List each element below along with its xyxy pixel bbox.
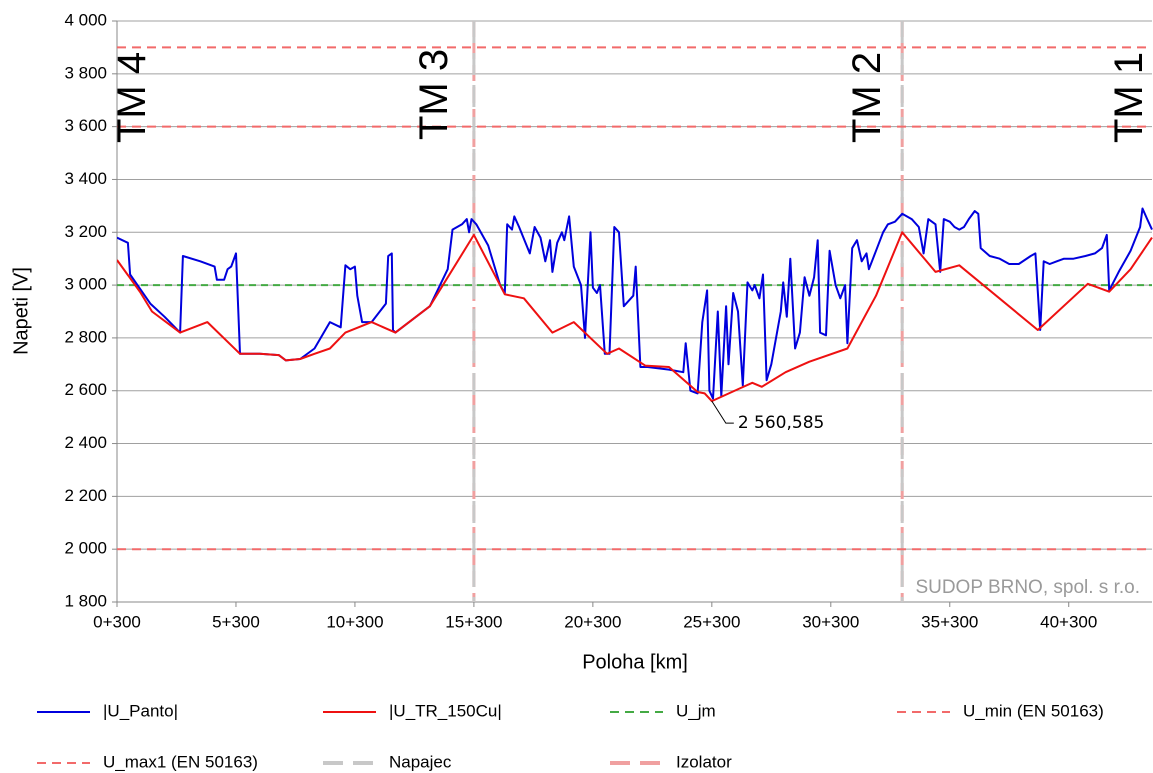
y-tick-label: 2 600: [64, 380, 107, 399]
x-tick-label: 5+300: [212, 612, 260, 631]
legend-label: |U_TR_150Cu|: [389, 701, 502, 720]
data-label: 2 560,585: [738, 413, 825, 433]
y-tick-label: 3 400: [64, 169, 107, 188]
watermark: SUDOP BRNO, spol. s r.o.: [915, 577, 1140, 598]
x-tick-label: 0+300: [93, 612, 141, 631]
legend-label: U_min (EN 50163): [963, 701, 1104, 720]
x-tick-label: 35+300: [921, 612, 978, 631]
station-label: TM 4: [110, 52, 154, 143]
x-tick-label: 10+300: [326, 612, 383, 631]
y-tick-label: 3 800: [64, 63, 107, 82]
x-tick-label: 40+300: [1040, 612, 1097, 631]
label-leader: [711, 400, 734, 424]
station-label: TM 2: [845, 52, 889, 143]
y-axis-label: Napeti [V]: [10, 267, 32, 355]
y-tick-label: 2 000: [64, 539, 107, 558]
station-label: TM 3: [412, 49, 456, 140]
x-tick-label: 25+300: [683, 612, 740, 631]
y-tick-label: 2 200: [64, 486, 107, 505]
legend-label: |U_Panto|: [103, 701, 178, 720]
legend-label: U_jm: [676, 701, 716, 720]
plot-area: [117, 21, 1153, 602]
station-label: TM 1: [1107, 52, 1151, 143]
x-tick-label: 20+300: [564, 612, 621, 631]
x-tick-label: 30+300: [802, 612, 859, 631]
line-series: [117, 231, 1153, 403]
y-tick-label: 3 000: [64, 275, 107, 294]
y-tick-label: 1 800: [64, 591, 107, 610]
x-tick-label: 15+300: [445, 612, 502, 631]
y-tick-label: 3 600: [64, 116, 107, 135]
y-tick-label: 3 200: [64, 222, 107, 241]
legend-label: U_max1 (EN 50163): [103, 752, 258, 771]
y-tick-label: 2 800: [64, 327, 107, 346]
x-axis-label: Poloha [km]: [582, 651, 688, 673]
legend-label: Napajec: [389, 752, 452, 771]
line-series: [117, 207, 1153, 400]
y-tick-label: 2 400: [64, 433, 107, 452]
legend-label: Izolator: [676, 752, 732, 771]
y-tick-label: 4 000: [64, 10, 107, 29]
